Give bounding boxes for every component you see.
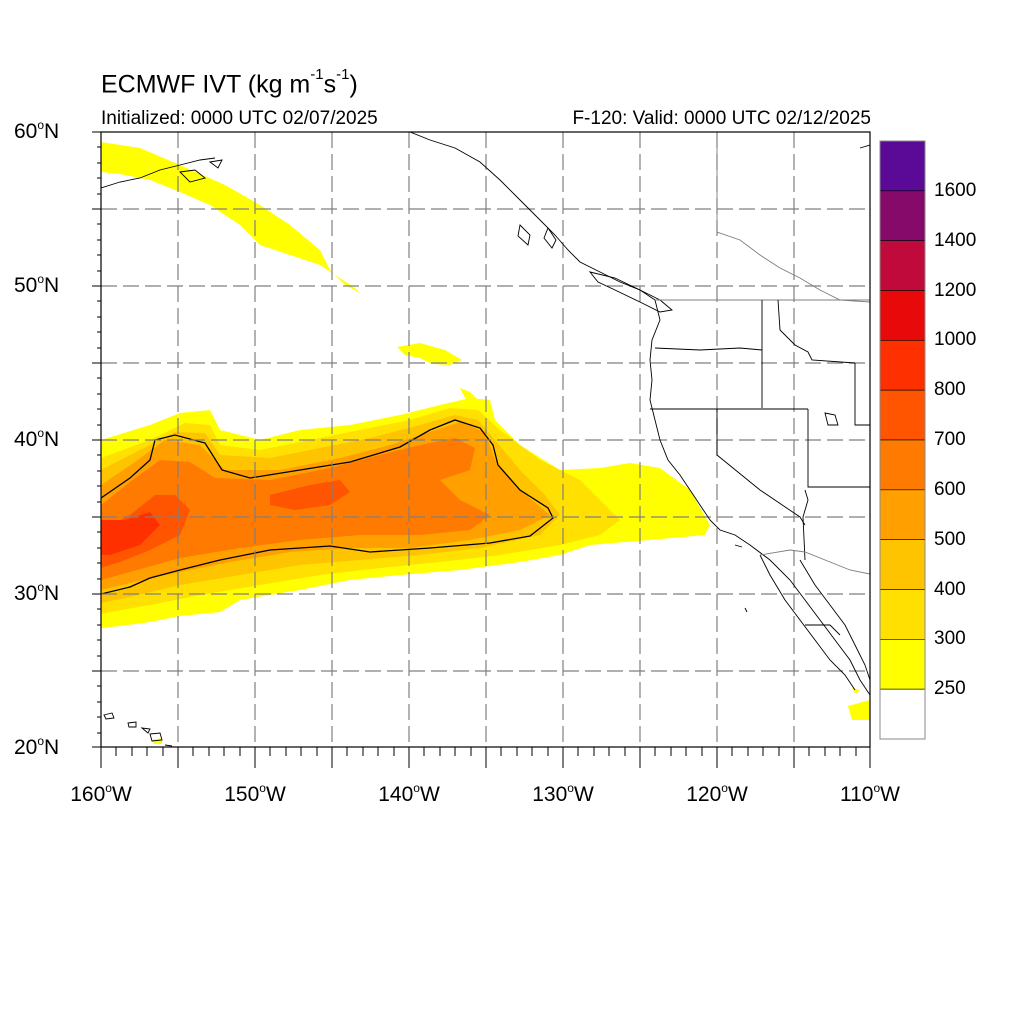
colorbar-swatch	[879, 489, 926, 540]
ivt-mid-blob	[397, 343, 462, 365]
colorbar-swatch	[879, 389, 926, 441]
colorbar-outline	[879, 140, 926, 740]
lon-label-140w: 140oW	[378, 781, 440, 806]
ivt-north-plume	[101, 142, 360, 293]
colorbar-swatch	[879, 639, 926, 690]
lat-label-60: 60oN	[14, 118, 60, 143]
ivt-hawaii-dot	[152, 738, 162, 744]
lat-label-20: 20oN	[14, 734, 60, 759]
lat-label-50: 50oN	[14, 272, 60, 297]
colorbar-label: 300	[934, 628, 966, 650]
lon-label-120w: 120oW	[686, 781, 748, 806]
lon-ticks	[100, 747, 871, 768]
colorbar-label: 800	[934, 379, 966, 401]
colorbar-swatch	[879, 190, 926, 241]
lat-label-30: 30oN	[14, 580, 60, 605]
ivt-baja-dot	[852, 688, 860, 694]
colorbar-swatch	[879, 589, 926, 640]
ivt-700-region-c	[101, 512, 160, 555]
colorbar-label: 1200	[934, 279, 977, 301]
colorbar-swatch	[879, 688, 926, 740]
colorbar	[879, 140, 926, 740]
ivt-700-region-b	[270, 480, 350, 510]
coastlines	[101, 132, 870, 747]
colorbar-swatch	[879, 340, 926, 391]
colorbar-label: 400	[934, 578, 966, 600]
lon-label-130w: 130oW	[532, 781, 594, 806]
ivt-small-streak	[460, 388, 480, 405]
colorbar-label: 1600	[934, 179, 977, 201]
colorbar-label: 600	[934, 478, 966, 500]
lon-label-160w: 160oW	[70, 781, 132, 806]
lat-ticks	[92, 131, 101, 748]
colorbar-label: 700	[934, 429, 966, 450]
valid-time: F-120: Valid: 0000 UTC 02/12/2025	[572, 108, 871, 129]
ivt-shading	[101, 142, 870, 744]
colorbar-label: 1400	[934, 229, 977, 251]
colorbar-swatch	[879, 240, 926, 291]
ivt-500-contour	[101, 419, 554, 595]
colorbar-label: 1000	[934, 329, 977, 351]
lat-label-40: 40oN	[14, 426, 60, 451]
ivt-baja-patch	[848, 700, 870, 720]
state-borders	[650, 132, 870, 636]
initialized-time: Initialized: 0000 UTC 02/07/2025	[101, 108, 378, 129]
lon-label-150w: 150oW	[224, 781, 286, 806]
colorbar-swatch	[879, 290, 926, 341]
map-title: ECMWF IVT (kg m-1s-1)	[101, 66, 358, 99]
colorbar-label: 500	[934, 528, 966, 550]
lon-label-110w: 110oW	[840, 781, 900, 806]
map-grid	[101, 132, 870, 747]
colorbar-swatch	[879, 539, 926, 590]
colorbar-swatch	[879, 439, 926, 491]
colorbar-label: 250	[934, 678, 966, 700]
colorbar-swatch	[879, 140, 926, 192]
